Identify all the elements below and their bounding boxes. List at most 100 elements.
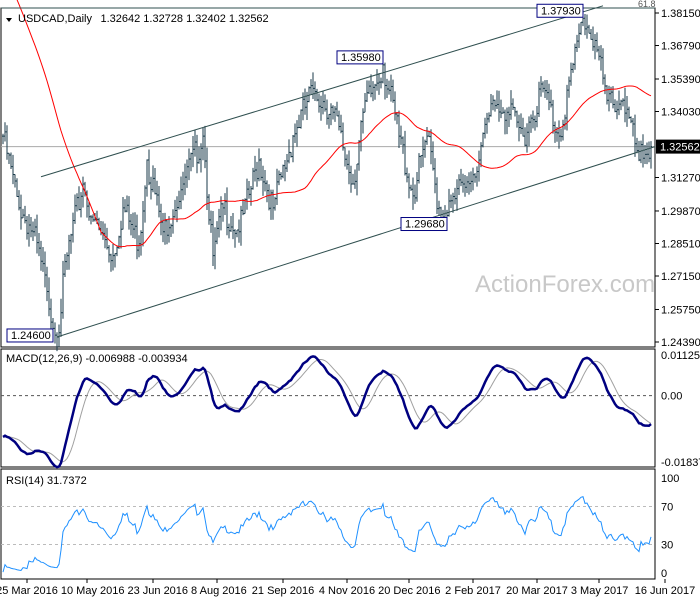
price-bar <box>16 178 18 198</box>
price-bar <box>142 201 144 247</box>
price-bar <box>466 176 468 193</box>
price-bar <box>174 199 176 218</box>
price-bar <box>346 154 348 170</box>
price-bar <box>194 129 196 157</box>
price-bar <box>476 166 478 187</box>
price-bar <box>488 112 490 123</box>
price-bar <box>78 186 80 211</box>
price-bar <box>240 205 242 246</box>
price-tick-label: 1.36790 <box>661 41 700 53</box>
price-bar <box>2 133 4 145</box>
price-bar <box>226 187 228 236</box>
price-bar <box>512 98 514 111</box>
price-bar <box>362 108 364 134</box>
price-bar <box>336 101 338 117</box>
price-bar <box>138 235 140 258</box>
price-bar <box>644 145 646 165</box>
price-bar <box>474 173 476 183</box>
price-annotation: 1.24600 <box>11 330 51 342</box>
price-bar <box>518 114 520 142</box>
price-bar <box>130 214 132 236</box>
price-bar <box>534 115 536 131</box>
price-bar <box>24 205 26 224</box>
price-bar <box>28 214 30 247</box>
price-bar <box>408 173 410 199</box>
price-annotation: 1.37930 <box>541 5 581 17</box>
fib-label: 61.8 <box>638 0 656 9</box>
price-bar <box>270 189 272 220</box>
price-bar <box>330 103 332 126</box>
price-bar <box>146 159 148 197</box>
price-bar <box>128 196 130 230</box>
price-bar <box>450 194 452 209</box>
price-bar <box>582 17 584 27</box>
price-tick-label: 1.31270 <box>661 173 700 185</box>
price-bar <box>490 93 492 117</box>
price-bar <box>324 94 326 112</box>
price-bar <box>410 184 412 191</box>
price-bar <box>498 90 500 122</box>
price-bar <box>574 43 576 70</box>
price-bar <box>530 114 532 133</box>
price-bar <box>230 216 232 232</box>
price-bar <box>588 24 590 34</box>
price-bar <box>486 112 488 134</box>
price-bar <box>426 126 428 145</box>
price-bar <box>554 121 556 143</box>
price-bar <box>308 86 310 103</box>
price-bar <box>628 106 630 119</box>
price-bar <box>278 170 280 186</box>
price-bar <box>192 136 194 168</box>
price-bar <box>584 14 586 36</box>
price-bar <box>124 199 126 213</box>
price-bar <box>208 194 210 225</box>
price-annotation: 1.35980 <box>341 52 381 64</box>
price-annotation-box <box>336 50 384 65</box>
price-bar <box>640 140 642 164</box>
price-bar <box>612 86 614 109</box>
price-bar <box>156 180 158 206</box>
price-bar <box>492 95 494 111</box>
macd-label: MACD(12,26,9) -0.006988 -0.003934 <box>6 353 188 365</box>
price-bar <box>602 48 604 85</box>
price-bar <box>12 154 14 185</box>
price-bar <box>356 163 358 196</box>
rsi-label: RSI(14) 31.7372 <box>6 475 87 487</box>
price-bar <box>304 88 306 115</box>
price-bar <box>228 223 230 239</box>
price-bar <box>92 214 94 222</box>
price-bar <box>462 173 464 193</box>
price-bar <box>108 245 110 263</box>
price-bar <box>326 99 328 125</box>
price-bar <box>622 98 624 107</box>
collapse-triangle-icon[interactable] <box>6 18 12 22</box>
price-bar <box>406 167 408 183</box>
price-bar <box>456 179 458 211</box>
price-bar <box>132 212 134 238</box>
price-bar <box>126 195 128 213</box>
price-bar <box>526 123 528 153</box>
price-bar <box>280 172 282 180</box>
price-bar <box>614 99 616 113</box>
price-bar <box>184 163 186 196</box>
price-bar <box>264 170 266 192</box>
price-bar <box>632 117 634 137</box>
price-bar <box>424 139 426 158</box>
price-bar <box>80 192 82 218</box>
price-bar <box>224 193 226 216</box>
price-bar <box>26 216 28 240</box>
price-bar <box>134 212 136 239</box>
price-bar <box>66 252 68 270</box>
price-bar <box>616 100 618 120</box>
price-bar <box>18 190 20 211</box>
price-bar <box>592 26 594 51</box>
price-bar <box>30 217 32 238</box>
price-bar <box>544 80 546 99</box>
date-label: 16 Jun 2017 <box>635 585 696 597</box>
price-bar <box>636 137 638 154</box>
rsi-panel <box>0 468 656 580</box>
price-bar <box>300 109 302 129</box>
price-bar <box>416 171 418 202</box>
